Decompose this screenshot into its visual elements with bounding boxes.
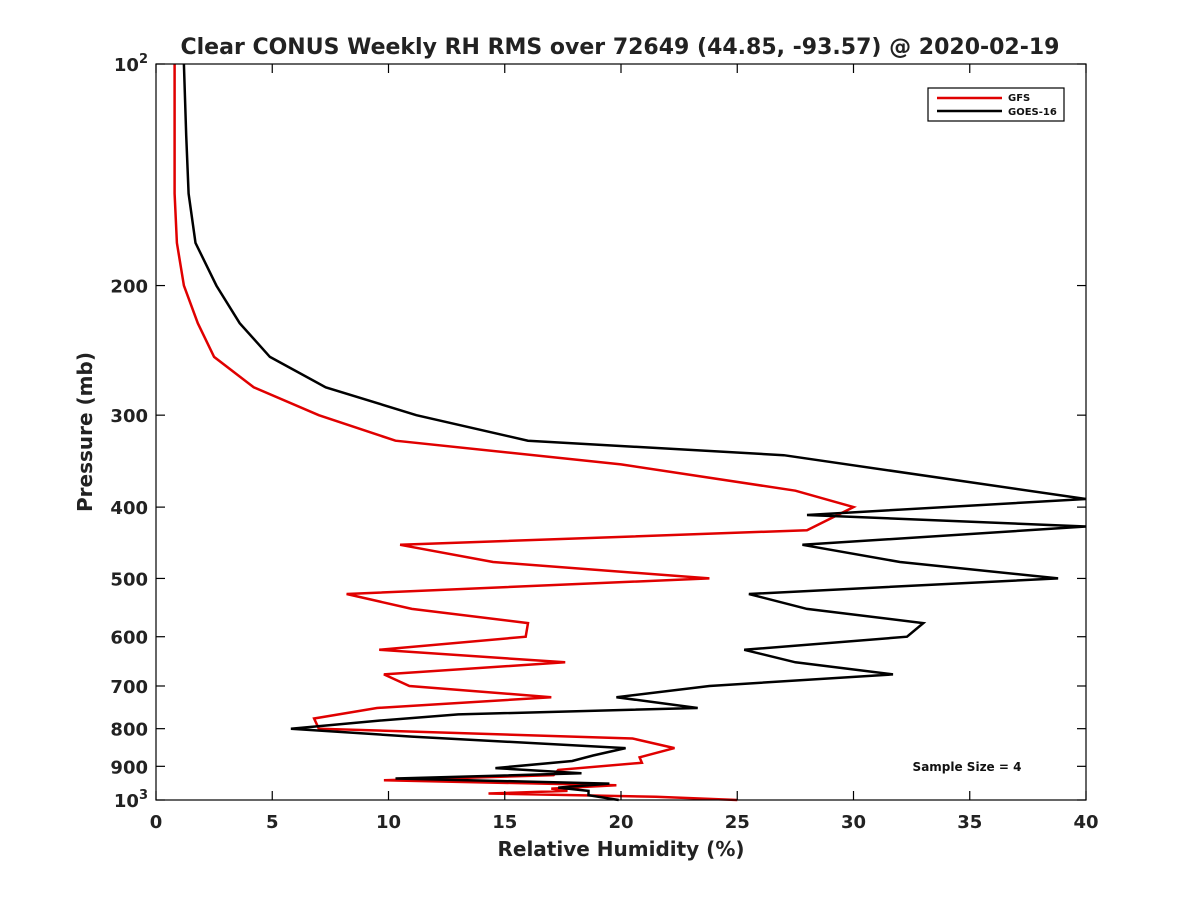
sample-size-annotation: Sample Size = 4: [913, 760, 1022, 774]
series-line-gfs: [173, 64, 857, 802]
y-tick-label: 500: [110, 569, 148, 590]
x-tick-label: 30: [841, 812, 866, 833]
series-line-goes16: [182, 63, 1087, 802]
y-tick-label: 700: [110, 677, 148, 698]
plot-lines: [173, 63, 1087, 802]
y-tick-label: 200: [110, 277, 148, 298]
x-tick-label: 15: [492, 812, 517, 833]
plot-frame: [155, 63, 1087, 801]
x-axis-ticks: 0 5 10 15 20 25 30 35 40: [150, 64, 1099, 833]
x-tick-label: 0: [150, 812, 163, 833]
y-tick-label: 300: [110, 406, 148, 427]
y-tick-label: 600: [110, 628, 148, 649]
x-tick-label: 25: [725, 812, 750, 833]
legend: GFS GOES-16: [927, 87, 1065, 122]
x-tick-label: 5: [266, 812, 279, 833]
y-axis-ticks: 102 200 300 400 500 600 700 800 900 103: [110, 52, 1086, 812]
y-tick-label: 900: [110, 757, 148, 778]
x-tick-label: 20: [608, 812, 633, 833]
x-tick-label: 40: [1073, 812, 1098, 833]
x-tick-label: 35: [957, 812, 982, 833]
x-axis-label: Relative Humidity (%): [497, 837, 744, 861]
y-tick-label: 400: [110, 498, 148, 519]
y-axis-label: Pressure (mb): [73, 352, 97, 512]
legend-label-goes16: GOES-16: [1008, 107, 1057, 118]
y-tick-label: 800: [110, 720, 148, 741]
legend-box: [927, 87, 1065, 122]
y-tick-label: 102: [114, 52, 148, 76]
y-tick-label: 103: [114, 788, 148, 812]
chart-title: Clear CONUS Weekly RH RMS over 72649 (44…: [181, 35, 1060, 60]
x-tick-label: 10: [376, 812, 401, 833]
legend-label-gfs: GFS: [1008, 93, 1030, 104]
